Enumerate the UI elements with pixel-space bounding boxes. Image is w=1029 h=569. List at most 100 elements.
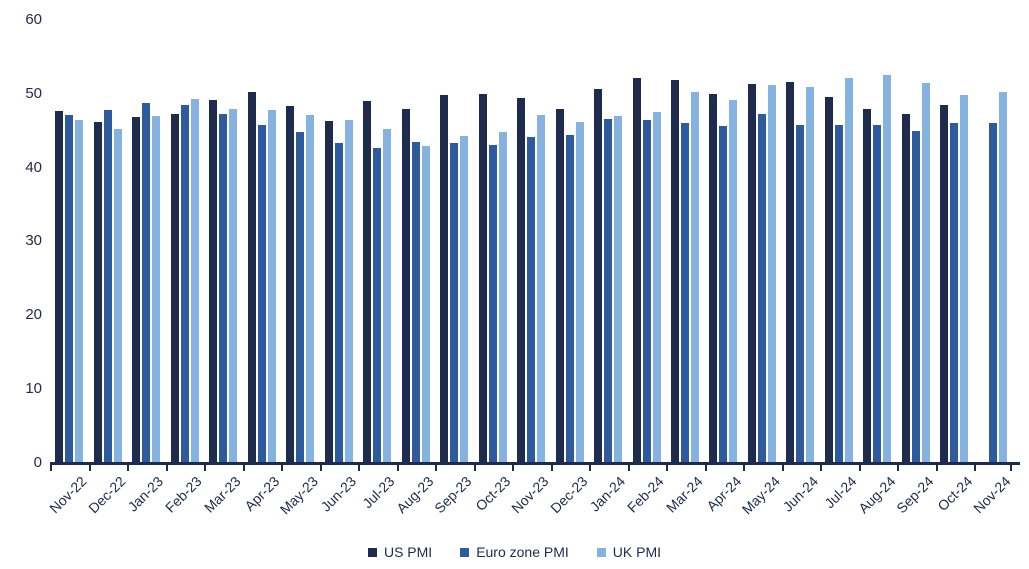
bar-group-nov-22: [50, 20, 88, 463]
y-axis-label: 0: [33, 454, 42, 471]
bar-us-pmi: [440, 95, 449, 463]
bar-uk-pmi: [383, 129, 392, 463]
bar-group-mar-23: [204, 20, 242, 463]
legend-swatch-uk-pmi: [596, 547, 606, 557]
x-axis-tick: [512, 462, 514, 471]
bar-uk-pmi: [921, 83, 930, 463]
bar-us-pmi: [824, 97, 833, 463]
y-axis-label: 60: [25, 11, 42, 28]
y-axis-label: 20: [25, 306, 42, 323]
bar-euro-zone-pmi: [103, 110, 112, 463]
bar-group-jul-23: [358, 20, 396, 463]
x-axis-tick: [358, 462, 360, 471]
x-axis-label: Oct-23: [472, 473, 514, 515]
x-axis-label: Apr-24: [703, 473, 745, 515]
legend-item-uk-pmi: UK PMI: [596, 544, 662, 560]
bar-group-may-24: [743, 20, 781, 463]
bar-uk-pmi: [113, 129, 122, 463]
legend-swatch-euro-zone-pmi: [460, 547, 470, 557]
bar-us-pmi: [863, 109, 872, 463]
bar-uk-pmi: [729, 100, 738, 463]
bar-euro-zone-pmi: [257, 125, 266, 463]
x-axis-label: Jan-23: [124, 473, 167, 515]
bar-us-pmi: [286, 106, 295, 463]
x-axis-tick: [474, 462, 476, 471]
legend-label: US PMI: [383, 544, 433, 560]
legend-label: UK PMI: [612, 544, 662, 560]
x-axis-label: Apr-23: [241, 473, 283, 515]
bar-us-pmi: [478, 94, 487, 463]
x-axis-label: Sep-24: [893, 473, 937, 517]
bar-euro-zone-pmi: [180, 105, 189, 463]
x-axis-line: [50, 462, 1020, 465]
bar-group-dec-22: [88, 20, 126, 463]
y-axis-label: 50: [25, 85, 42, 102]
x-axis-tick: [974, 462, 976, 471]
x-axis-tick: [50, 462, 52, 471]
bar-uk-pmi: [614, 116, 623, 463]
x-axis-label: Jul-24: [821, 473, 860, 512]
x-axis-label: Jan-24: [586, 473, 629, 515]
bar-us-pmi: [132, 117, 141, 463]
bar-group-jan-24: [589, 20, 627, 463]
bar-uk-pmi: [537, 115, 546, 463]
bar-group-sep-24: [897, 20, 935, 463]
bar-group-mar-24: [666, 20, 704, 463]
x-axis-label: Nov-23: [508, 473, 552, 517]
bar-uk-pmi: [883, 75, 892, 463]
x-axis-tick: [859, 462, 861, 471]
x-axis-tick: [820, 462, 822, 471]
bar-group-jun-23: [319, 20, 357, 463]
bar-uk-pmi: [690, 92, 699, 463]
x-axis-tick: [705, 462, 707, 471]
x-axis-ticks: [50, 462, 1013, 471]
x-axis-label: Nov-24: [970, 473, 1014, 517]
bar-euro-zone-pmi: [873, 125, 882, 463]
bar-group-nov-23: [512, 20, 550, 463]
plot-area: [50, 20, 1012, 463]
x-axis-label: May-24: [738, 473, 783, 518]
bar-uk-pmi: [844, 78, 853, 463]
bar-euro-zone-pmi: [373, 148, 382, 463]
bar-us-pmi: [670, 80, 679, 463]
bar-group-may-23: [281, 20, 319, 463]
bar-uk-pmi: [344, 120, 353, 463]
y-axis-label: 10: [25, 380, 42, 397]
bar-euro-zone-pmi: [988, 123, 997, 463]
bar-group-jul-24: [820, 20, 858, 463]
bar-group-aug-23: [396, 20, 434, 463]
bar-us-pmi: [401, 109, 410, 463]
bar-group-jun-24: [781, 20, 819, 463]
x-axis-tick: [743, 462, 745, 471]
bar-group-jan-23: [127, 20, 165, 463]
bar-uk-pmi: [421, 146, 430, 463]
x-axis-label: Dec-23: [546, 473, 591, 517]
x-axis-tick: [628, 462, 630, 471]
bar-euro-zone-pmi: [911, 131, 920, 463]
bar-us-pmi: [247, 92, 256, 463]
bar-euro-zone-pmi: [565, 135, 574, 463]
x-axis-tick: [897, 462, 899, 471]
x-axis-tick: [551, 462, 553, 471]
bar-euro-zone-pmi: [296, 132, 305, 463]
bar-group-feb-23: [165, 20, 203, 463]
bar-group-oct-23: [473, 20, 511, 463]
x-axis-tick: [936, 462, 938, 471]
bar-group-dec-23: [550, 20, 588, 463]
x-axis-tick: [589, 462, 591, 471]
x-axis-label: Feb-24: [624, 473, 668, 516]
bar-euro-zone-pmi: [527, 137, 536, 463]
bar-us-pmi: [55, 111, 64, 463]
bar-euro-zone-pmi: [680, 123, 689, 463]
bar-us-pmi: [940, 105, 949, 463]
bar-euro-zone-pmi: [65, 115, 74, 463]
bar-us-pmi: [517, 98, 526, 463]
x-axis-tick: [666, 462, 668, 471]
x-axis-label: Feb-23: [162, 473, 206, 516]
x-axis-label: May-23: [276, 473, 321, 518]
legend: US PMI Euro zone PMI UK PMI: [0, 541, 1029, 563]
bar-euro-zone-pmi: [950, 123, 959, 463]
bar-uk-pmi: [498, 132, 507, 463]
bar-group-aug-24: [858, 20, 896, 463]
